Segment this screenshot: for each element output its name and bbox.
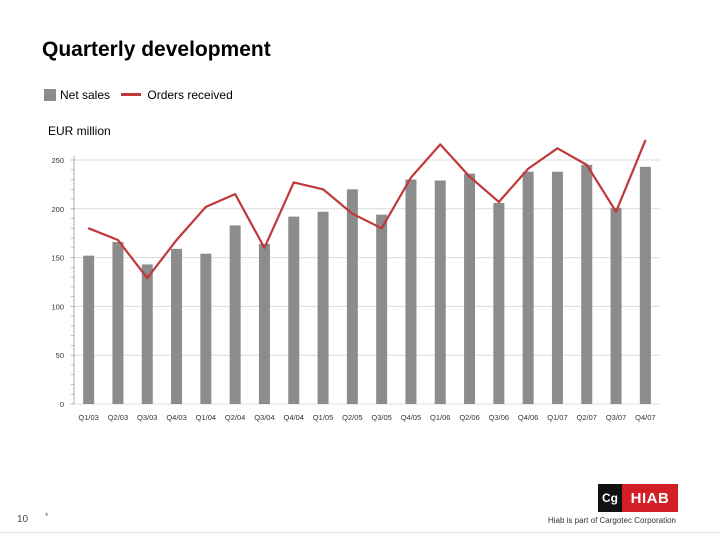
- x-tick-label: Q1/07: [547, 413, 567, 422]
- bar-net-sales: [405, 179, 417, 404]
- bar-net-sales: [258, 243, 270, 404]
- x-tick-label: Q4/03: [166, 413, 186, 422]
- bar-net-sales: [434, 180, 446, 404]
- footer-rule: [0, 532, 720, 533]
- legend-item-orders-received: Orders received: [121, 87, 233, 102]
- point-orders-received: [204, 205, 207, 208]
- x-tick-label: Q2/04: [225, 413, 245, 422]
- legend-label-orders-received: Orders received: [147, 87, 233, 102]
- bar-net-sales: [346, 189, 358, 404]
- x-tick-label: Q1/05: [313, 413, 333, 422]
- y-tick-label: 150: [51, 254, 64, 263]
- y-tick-label: 200: [51, 205, 64, 214]
- point-orders-received: [175, 239, 178, 241]
- bar-net-sales: [141, 264, 153, 404]
- x-tick-label: Q3/06: [489, 413, 509, 422]
- bar-net-sales: [317, 211, 329, 404]
- point-orders-received: [644, 139, 647, 142]
- bar-net-sales: [229, 225, 241, 404]
- point-orders-received: [468, 175, 471, 178]
- y-tick-label: 250: [51, 156, 64, 165]
- line-orders-received: [88, 140, 647, 280]
- x-axis: Q1/03 Q2/03 Q3/03 Q4/03 Q1/04 Q2/04 Q3/04 Q4/04…: [78, 413, 655, 422]
- point-orders-received: [439, 143, 442, 146]
- y-tick-label: 50: [56, 351, 64, 360]
- bar-net-sales: [493, 202, 505, 404]
- bar-series: [83, 164, 651, 404]
- legend-item-net-sales: Net sales: [44, 88, 110, 102]
- y-tick-label: 100: [51, 302, 64, 311]
- bar-net-sales: [551, 171, 563, 404]
- x-tick-label: Q4/05: [401, 413, 421, 422]
- bar-net-sales: [610, 207, 622, 404]
- y-axis-unit-label: EUR million: [48, 124, 111, 138]
- legend-swatch-line: [121, 93, 142, 97]
- bar-net-sales: [464, 173, 476, 404]
- x-tick-label: Q3/05: [371, 413, 391, 422]
- bar-net-sales: [200, 253, 212, 404]
- bar-net-sales: [288, 216, 300, 404]
- point-orders-received: [497, 201, 500, 203]
- bar-net-sales: [112, 241, 124, 404]
- footer-tagline: Hiab is part of Cargotec Corporation: [547, 516, 676, 525]
- x-tick-label: Q4/07: [635, 413, 655, 422]
- x-tick-label: Q2/06: [459, 413, 479, 422]
- x-tick-label: Q1/04: [196, 413, 216, 422]
- point-orders-received: [322, 188, 324, 191]
- point-orders-received: [292, 181, 295, 184]
- bar-net-sales: [83, 255, 95, 404]
- x-tick-label: Q3/07: [606, 413, 626, 422]
- x-tick-label: Q2/07: [577, 413, 597, 422]
- hiab-logo: Cg HIAB: [598, 484, 678, 512]
- bar-net-sales: [522, 171, 534, 404]
- x-tick-label: Q4/04: [284, 413, 304, 422]
- logo-wordmark: HIAB: [622, 484, 678, 512]
- x-tick-label: Q4/06: [518, 413, 538, 422]
- bar-net-sales: [376, 214, 388, 404]
- y-axis: 0 50 100 150 200 250: [51, 156, 75, 409]
- page-number: 10: [17, 514, 29, 525]
- x-tick-label: Q3/03: [137, 413, 157, 422]
- point-orders-received: [556, 147, 559, 150]
- x-tick-label: Q1/03: [78, 413, 98, 422]
- point-orders-received: [410, 176, 412, 179]
- line-series: [87, 139, 647, 280]
- legend-label-net-sales: Net sales: [60, 87, 111, 102]
- page-title: Quarterly development: [42, 38, 271, 61]
- grid-lines: [70, 159, 660, 405]
- point-orders-received: [585, 163, 588, 166]
- point-orders-received: [351, 212, 354, 215]
- point-orders-received: [117, 239, 119, 241]
- x-tick-label: Q2/05: [342, 413, 362, 422]
- point-orders-received: [263, 246, 266, 249]
- page-mark: *: [45, 511, 49, 521]
- hiab-emblem-icon: Cg: [598, 484, 622, 512]
- x-tick-label: Q2/03: [108, 413, 128, 422]
- point-orders-received: [527, 167, 530, 170]
- x-tick-label: Q1/06: [430, 413, 450, 422]
- point-orders-received: [615, 210, 617, 213]
- y-tick-label: 0: [60, 400, 64, 409]
- bar-net-sales: [171, 248, 183, 404]
- legend-swatch-bar: [44, 88, 56, 101]
- bar-net-sales: [581, 164, 593, 404]
- point-orders-received: [380, 227, 383, 230]
- point-orders-received: [146, 277, 149, 279]
- chart-legend: Net sales Orders received: [44, 87, 241, 102]
- bar-net-sales: [639, 166, 651, 404]
- x-tick-label: Q3/04: [254, 413, 274, 422]
- point-orders-received: [234, 193, 237, 196]
- point-orders-received: [87, 227, 90, 230]
